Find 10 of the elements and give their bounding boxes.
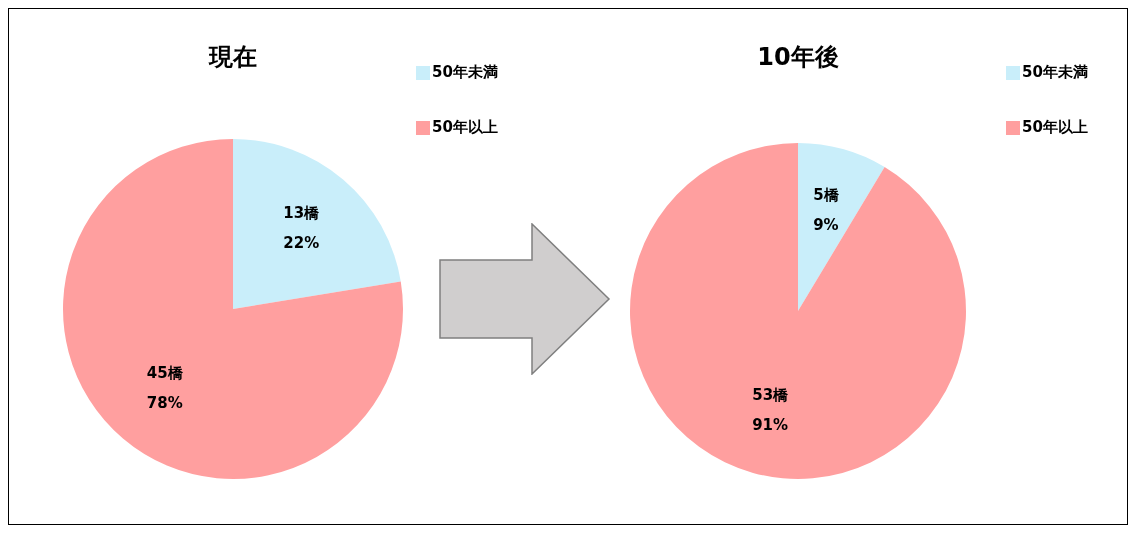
legend-label: 50年以上 xyxy=(1022,117,1088,136)
legend-label: 50年未満 xyxy=(432,62,498,81)
data-label: 53橋 91% xyxy=(752,386,790,435)
legend-label: 50年未満 xyxy=(1022,62,1088,81)
chart-title: 現在 xyxy=(208,43,257,72)
data-label: 13橋 22% xyxy=(283,203,321,252)
chart-title: 10年後 xyxy=(757,43,839,72)
legend-label: 50年以上 xyxy=(432,117,498,136)
data-label: 5橋 9% xyxy=(813,185,840,234)
data-label: 45橋 78% xyxy=(146,364,184,413)
